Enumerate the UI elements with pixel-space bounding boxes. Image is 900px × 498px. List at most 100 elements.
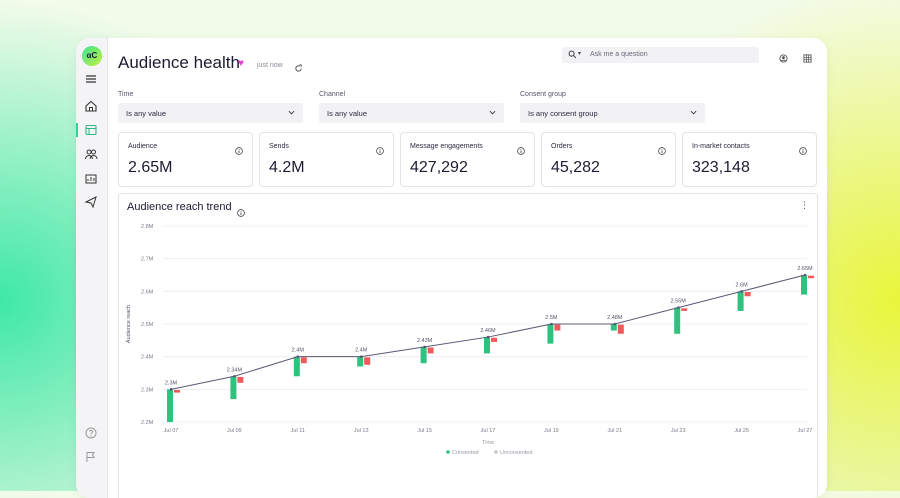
legend-unconsented: Unconsented [500,450,532,456]
send-icon[interactable] [84,195,98,209]
data-label: 2.4M [355,348,368,354]
reach-point [233,374,236,378]
y-tick-label: 2.6M [141,289,154,295]
page-title: Audience health [118,53,240,72]
unconsented-bar [681,308,688,311]
kpi-label: Audience [128,143,158,150]
consented-bar [484,337,490,354]
filter-select-channel[interactable]: Is any value [319,103,504,123]
kpi-card-in-market[interactable]: In-market contacts 323,148 [682,132,817,187]
consented-bar [737,291,744,311]
filter-label-time: Time [118,91,134,98]
info-icon[interactable] [235,142,243,155]
dashboard-icon[interactable] [84,123,98,137]
audience-icon[interactable] [84,147,98,161]
kpi-card-sends[interactable]: Sends 4.2M [259,132,394,187]
kpi-label: Orders [551,143,573,150]
consented-bar [420,346,427,364]
y-tick-label: 2.3M [141,387,154,393]
kpi-card-engagements[interactable]: Message engagements 427,292 [400,132,535,187]
x-axis-label: Time [482,440,494,446]
x-tick-label: Jul 21 [607,428,622,434]
consented-bar [547,324,554,344]
info-icon[interactable] [658,142,666,155]
data-label: 2.6M [735,282,748,288]
x-tick-label: Jul 15 [417,428,432,434]
last-updated-text: just now [257,62,283,69]
chevron-down-icon [489,109,496,116]
x-tick-label: Jul 23 [671,428,686,434]
kpi-value: 323,148 [692,159,750,176]
consented-bar [801,275,807,295]
x-tick-label: Jul 13 [354,428,369,434]
consented-bar [357,356,364,367]
x-tick-label: Jul 17 [481,428,496,434]
reach-point [296,355,300,358]
unconsented-bar [617,324,624,334]
filter-label-consent: Consent group [520,91,566,98]
reach-point [676,306,680,309]
unconsented-bar [174,389,180,393]
reach-point [740,290,743,293]
kpi-card-audience[interactable]: Audience 2.65M [118,132,253,187]
x-tick-label: Jul 25 [734,428,749,434]
legend-swatch-consented [446,450,450,454]
kpi-value: 2.65M [128,159,173,176]
unconsented-bar [491,337,497,342]
info-icon[interactable] [376,142,384,155]
chevron-down-icon[interactable]: ▾ [578,51,582,57]
unconsented-bar [364,357,371,365]
reach-point [423,345,426,349]
reach-point [169,388,173,391]
help-icon[interactable] [84,426,98,440]
y-tick-label: 2.8M [141,224,154,230]
more-options-icon[interactable]: ⋮ [800,200,809,210]
y-tick-label: 2.4M [141,355,154,361]
app-logo[interactable]: αC [82,46,102,66]
search-input[interactable]: Ask me a question [590,51,648,58]
apps-grid-icon[interactable] [803,50,812,63]
filter-select-time[interactable]: Is any value [118,103,303,123]
home-icon[interactable] [84,99,98,113]
data-label: 2.55M [671,299,687,305]
analytics-icon[interactable] [84,171,98,185]
unconsented-bar [808,275,814,279]
chart-title: Audience reach trend [127,201,232,213]
consented-bar [230,376,237,400]
chart-panel: 2.8M 2.7M 2.6M 2.5M 2.4M 2.3M 2.2M Audience rea… [118,193,818,498]
unconsented-bar [300,357,307,364]
user-icon[interactable] [779,50,788,63]
consented-bar [674,307,681,334]
filter-select-consent[interactable]: Is any consent group [520,103,705,123]
chevron-down-icon [288,109,295,116]
unconsented-bar [237,376,244,383]
x-tick-label: Jul 09 [227,428,242,434]
info-icon[interactable] [517,142,525,155]
info-icon[interactable] [237,204,245,217]
reach-point [803,273,807,277]
reach-point [359,355,363,358]
kpi-card-orders[interactable]: Orders 45,282 [541,132,676,187]
x-tick-label: Jul 11 [291,428,305,434]
consented-bar [167,389,173,422]
active-indicator [76,123,78,137]
x-tick-label: Jul 07 [164,428,179,434]
info-icon[interactable] [799,142,807,155]
favorite-icon[interactable]: ♥ [238,58,244,69]
filter-value-consent: Is any consent group [528,109,598,118]
data-label: 2.46M [480,328,496,334]
legend-swatch-unconsented [494,450,498,454]
refresh-icon[interactable] [294,60,303,72]
filter-label-channel: Channel [319,91,346,98]
data-label: 2.3M [165,380,178,386]
kpi-label: Message engagements [410,143,483,150]
filter-value-time: Is any value [126,109,167,118]
search-bar[interactable]: ▾ Ask me a question [562,47,759,63]
menu-icon[interactable] [84,72,98,86]
unconsented-bar [427,347,434,354]
kpi-value: 4.2M [269,159,305,176]
data-label: 2.43M [417,338,433,344]
unconsented-bar [554,324,561,331]
flag-icon[interactable] [84,450,98,464]
kpi-value: 427,292 [410,159,468,176]
